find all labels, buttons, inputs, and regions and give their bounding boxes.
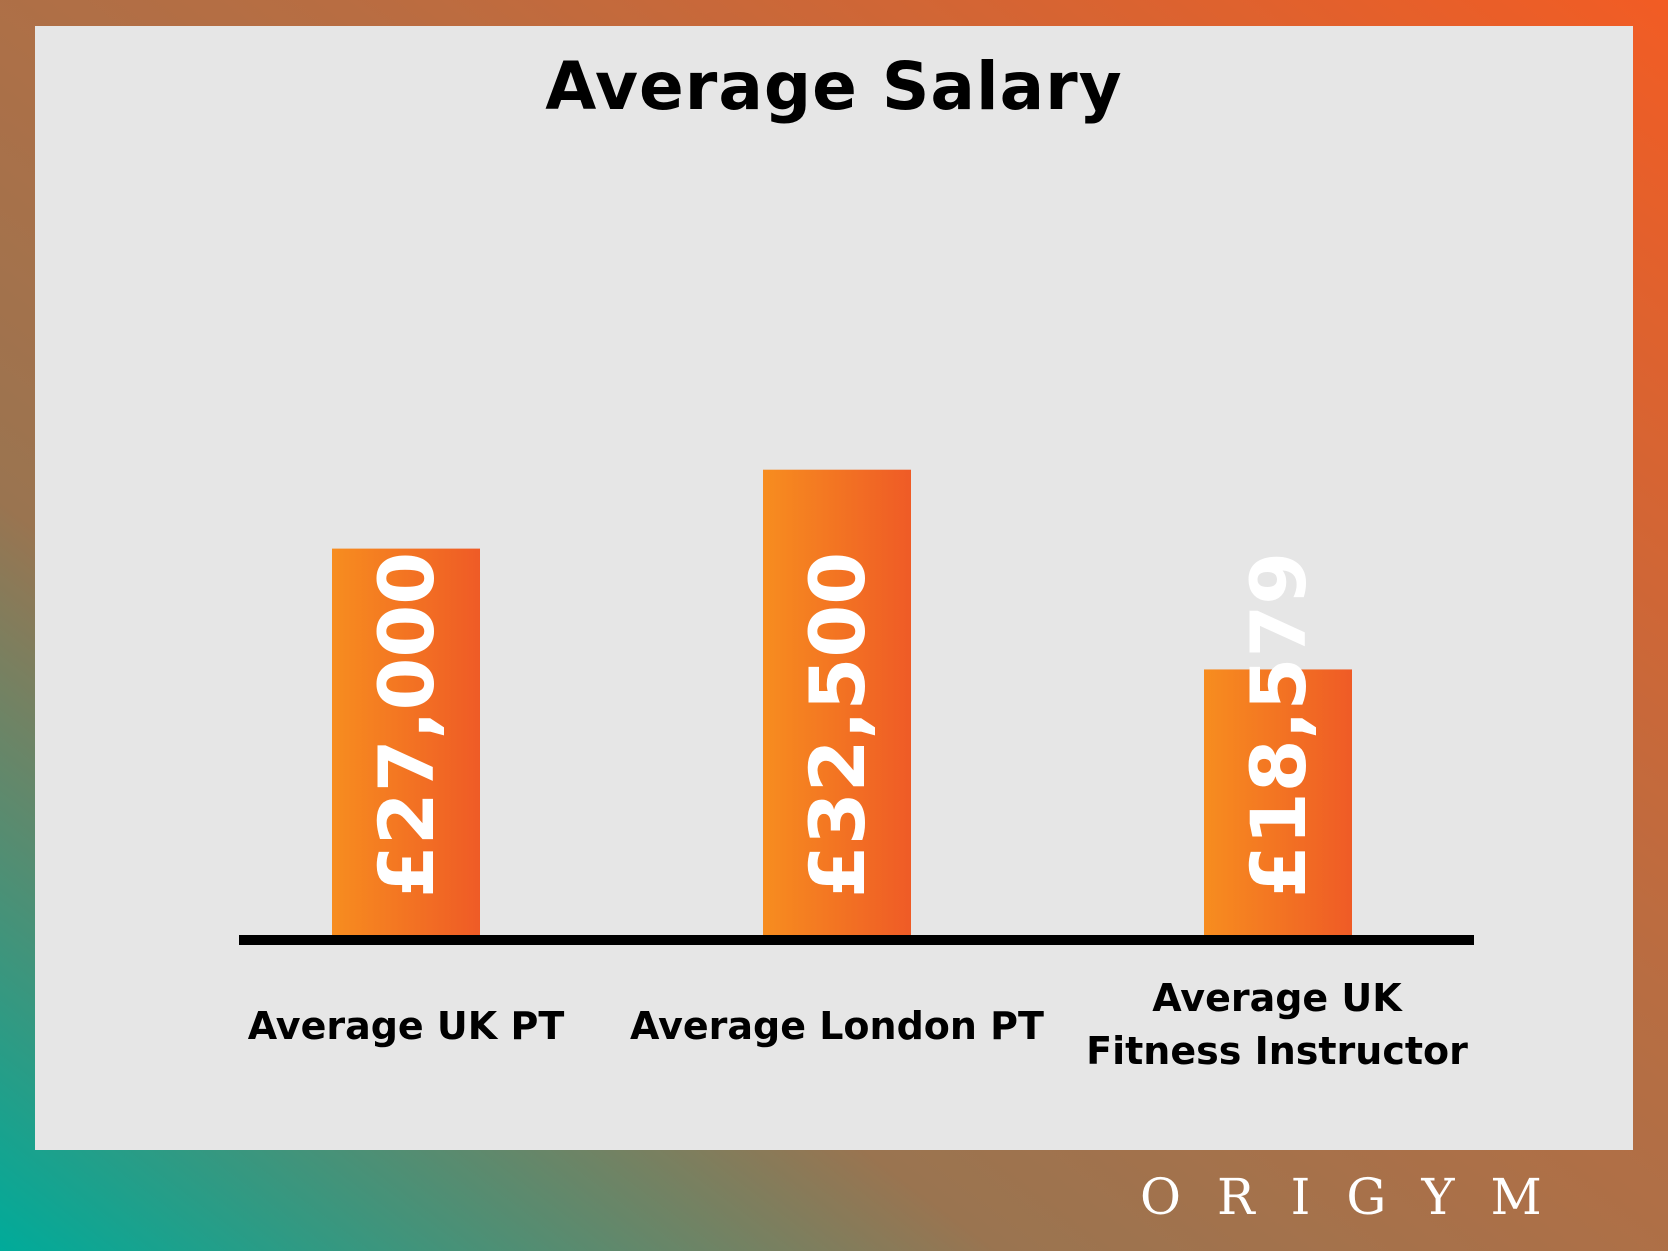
bar-2 <box>763 469 911 936</box>
category-label-line: Average UK <box>1152 976 1402 1020</box>
bar-value-label-1: £27,000 <box>362 552 451 898</box>
category-label-line: Average London PT <box>630 1004 1044 1048</box>
bar-value-label-2: £32,500 <box>793 552 882 898</box>
bar-value-label-3: £18,579 <box>1234 552 1323 898</box>
category-label-uk-fitness-instructor: Average UK Fitness Instructor <box>1057 972 1497 1078</box>
bar-1 <box>332 548 480 936</box>
category-label-london-pt: Average London PT <box>617 1000 1057 1053</box>
category-label-line: Fitness Instructor <box>1086 1029 1468 1073</box>
origym-logo: ORIGYM <box>1140 1168 1578 1226</box>
chart-title: Average Salary <box>545 48 1123 125</box>
bar-3 <box>1204 669 1352 936</box>
category-label-uk-pt: Average UK PT <box>186 1000 626 1053</box>
category-label-line: Average UK PT <box>247 1004 565 1048</box>
